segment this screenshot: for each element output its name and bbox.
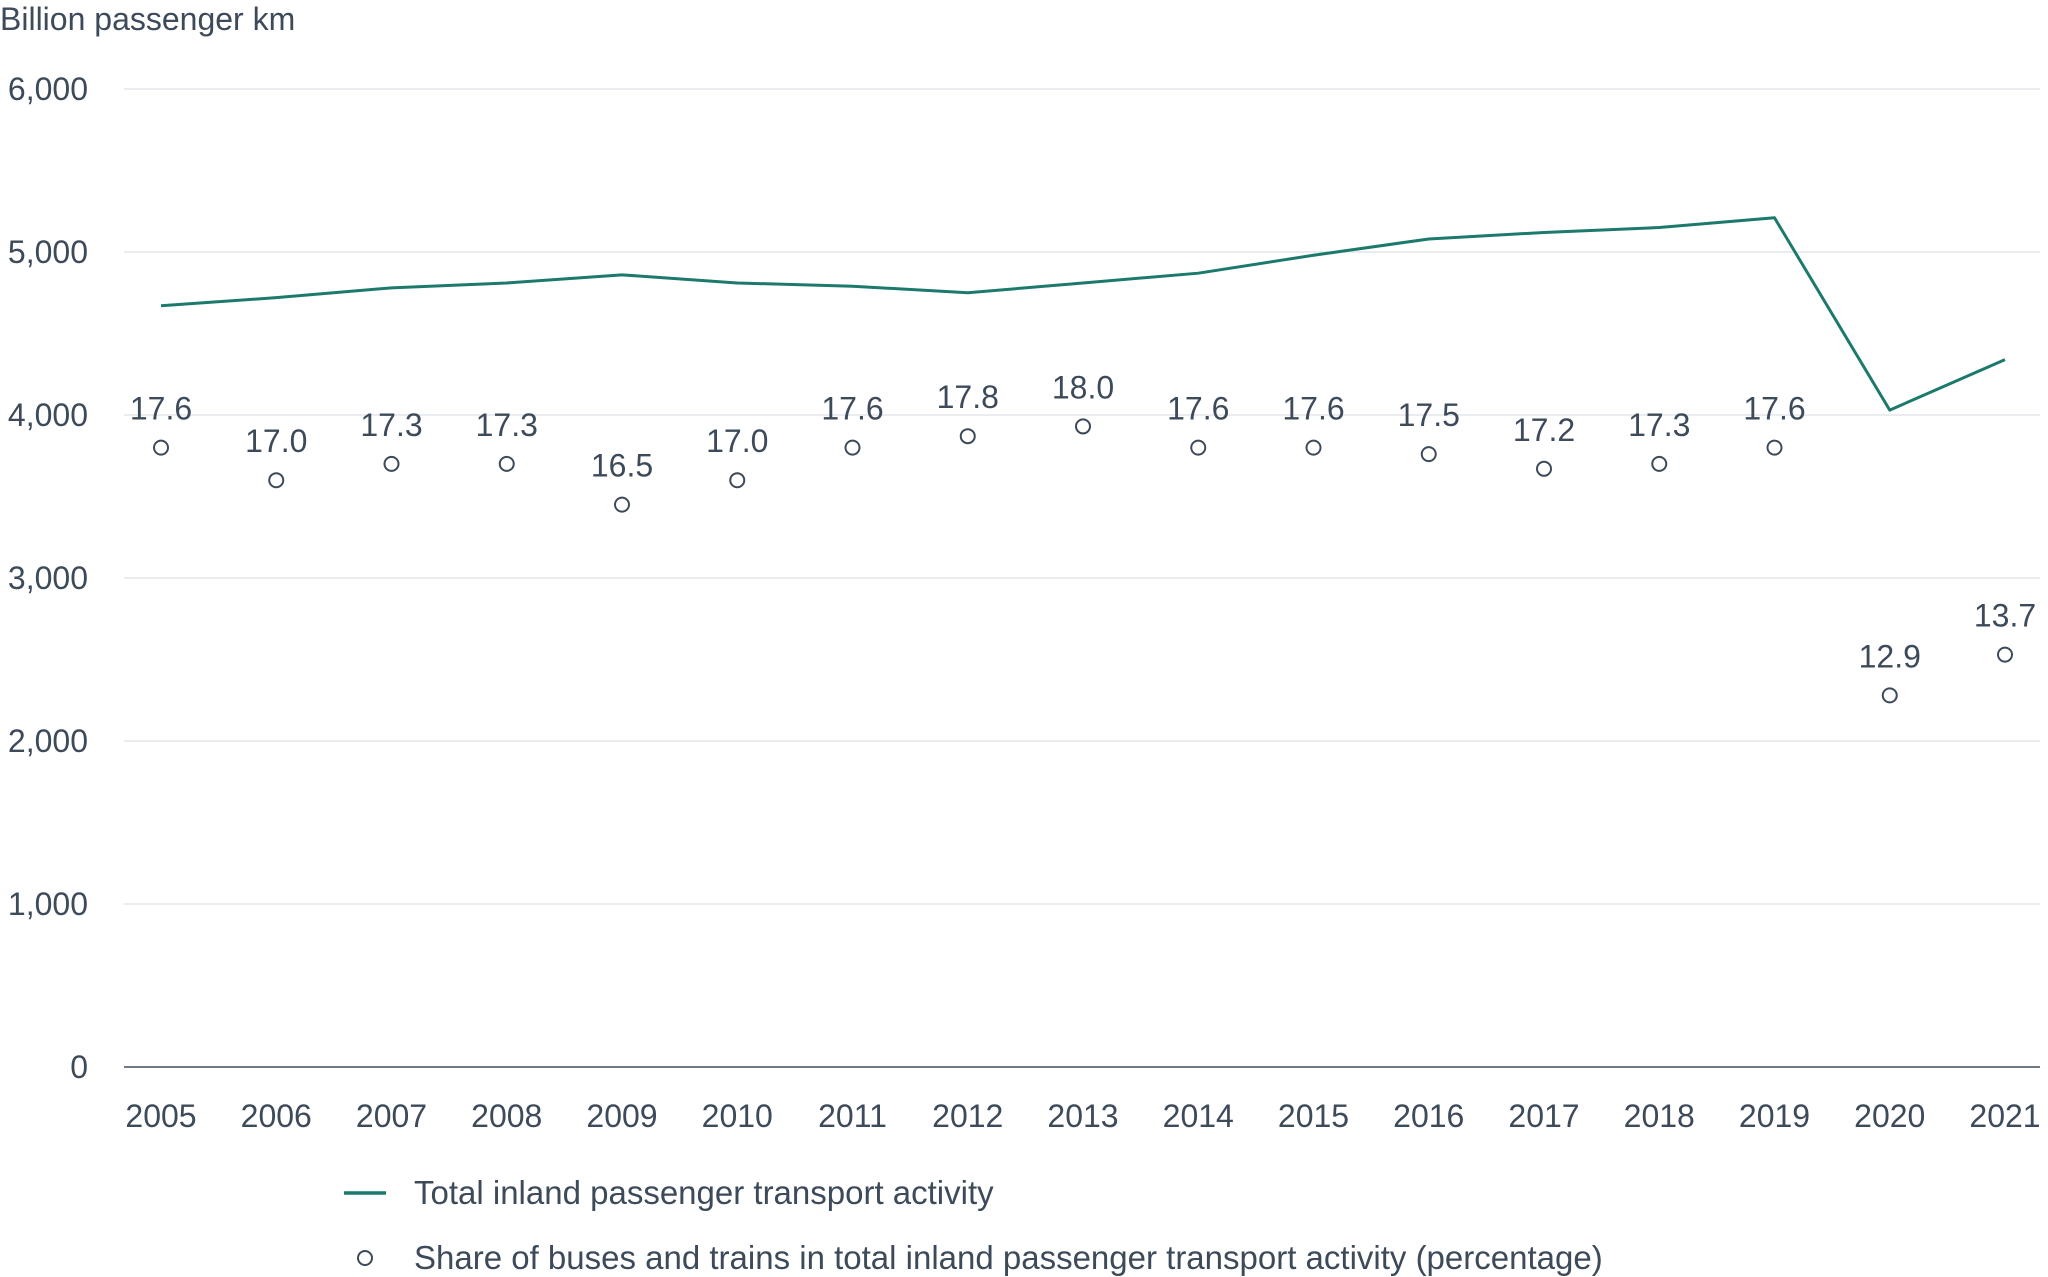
legend-item-share: Share of buses and trains in total inlan… <box>357 1239 1603 1276</box>
y-tick-label: 6,000 <box>8 71 88 107</box>
legend-marker-swatch <box>357 1250 373 1266</box>
share-data-label: 17.8 <box>937 379 999 415</box>
y-tick-label: 1,000 <box>8 886 88 922</box>
y-tick-label: 5,000 <box>8 234 88 270</box>
x-tick-label: 2017 <box>1508 1098 1579 1134</box>
share-data-label: 17.3 <box>476 407 538 443</box>
x-tick-labels: 2005 2006 2007 2008 2009 2010 2011 2012 2013 2014… <box>125 1098 2040 1134</box>
y-tick-label: 3,000 <box>8 560 88 596</box>
y-tick-labels: 0 1,000 2,000 3,000 4,000 5,000 6,000 <box>8 71 88 1085</box>
x-tick-label: 2009 <box>586 1098 657 1134</box>
x-tick-label: 2014 <box>1163 1098 1234 1134</box>
share-data-label: 17.6 <box>821 391 883 427</box>
y-axis-label: Billion passenger km <box>0 1 295 37</box>
share-point <box>959 428 976 445</box>
share-data-label: 17.0 <box>245 423 307 459</box>
share-point <box>383 455 400 472</box>
y-tick-label: 2,000 <box>8 723 88 759</box>
share-point <box>844 439 861 456</box>
share-point <box>1420 446 1437 463</box>
line-series <box>160 216 2006 412</box>
share-data-label: 17.5 <box>1398 397 1460 433</box>
x-tick-label: 2007 <box>356 1098 427 1134</box>
share-point <box>1881 687 1898 704</box>
share-data-label: 17.3 <box>1628 407 1690 443</box>
share-point <box>268 472 285 489</box>
y-tick-label: 0 <box>70 1049 88 1085</box>
share-data-label: 17.6 <box>1167 391 1229 427</box>
y-tick-label: 4,000 <box>8 397 88 433</box>
legend-label-share: Share of buses and trains in total inlan… <box>414 1239 1603 1276</box>
share-data-label: 17.6 <box>1282 391 1344 427</box>
share-point <box>1305 439 1322 456</box>
share-data-label: 18.0 <box>1052 369 1114 405</box>
x-tick-label: 2013 <box>1047 1098 1118 1134</box>
share-point <box>1075 418 1091 435</box>
x-tick-label: 2018 <box>1624 1098 1695 1134</box>
x-tick-label: 2011 <box>818 1098 887 1134</box>
x-tick-label: 2006 <box>241 1098 312 1134</box>
x-tick-label: 2020 <box>1854 1098 1925 1134</box>
gridlines <box>124 88 2040 1068</box>
share-point <box>153 439 169 456</box>
legend-item-total: Total inland passenger transport activit… <box>344 1174 994 1211</box>
share-point <box>1651 455 1668 472</box>
x-tick-label: 2019 <box>1739 1098 1810 1134</box>
marker-series: 17.6 17.0 17.3 17.3 16.5 17.0 17.6 17.8 18.0 17.6… <box>130 369 2036 704</box>
share-data-label: 17.0 <box>706 423 768 459</box>
legend: Total inland passenger transport activit… <box>344 1174 1603 1276</box>
share-point <box>1997 646 2013 663</box>
share-point <box>498 455 515 472</box>
x-tick-label: 2012 <box>932 1098 1003 1134</box>
share-data-label: 12.9 <box>1859 638 1921 674</box>
x-tick-label: 2016 <box>1393 1098 1464 1134</box>
series-line-total <box>160 216 2006 412</box>
share-point <box>729 472 746 489</box>
x-tick-label: 2005 <box>125 1098 196 1134</box>
share-point <box>1190 439 1207 456</box>
x-tick-label: 2015 <box>1278 1098 1349 1134</box>
share-data-label: 17.3 <box>360 407 422 443</box>
share-data-label: 17.2 <box>1513 412 1575 448</box>
share-point <box>1536 460 1552 477</box>
share-data-label: 16.5 <box>591 448 653 484</box>
share-data-label: 17.6 <box>1743 391 1805 427</box>
share-data-label: 17.6 <box>130 391 192 427</box>
legend-label-total: Total inland passenger transport activit… <box>414 1174 994 1211</box>
share-point <box>614 496 630 513</box>
x-tick-label: 2010 <box>702 1098 773 1134</box>
x-tick-label: 2008 <box>471 1098 542 1134</box>
x-tick-label: 2021 <box>1969 1098 2040 1134</box>
share-data-label: 13.7 <box>1974 598 2036 634</box>
share-point <box>1766 439 1783 456</box>
